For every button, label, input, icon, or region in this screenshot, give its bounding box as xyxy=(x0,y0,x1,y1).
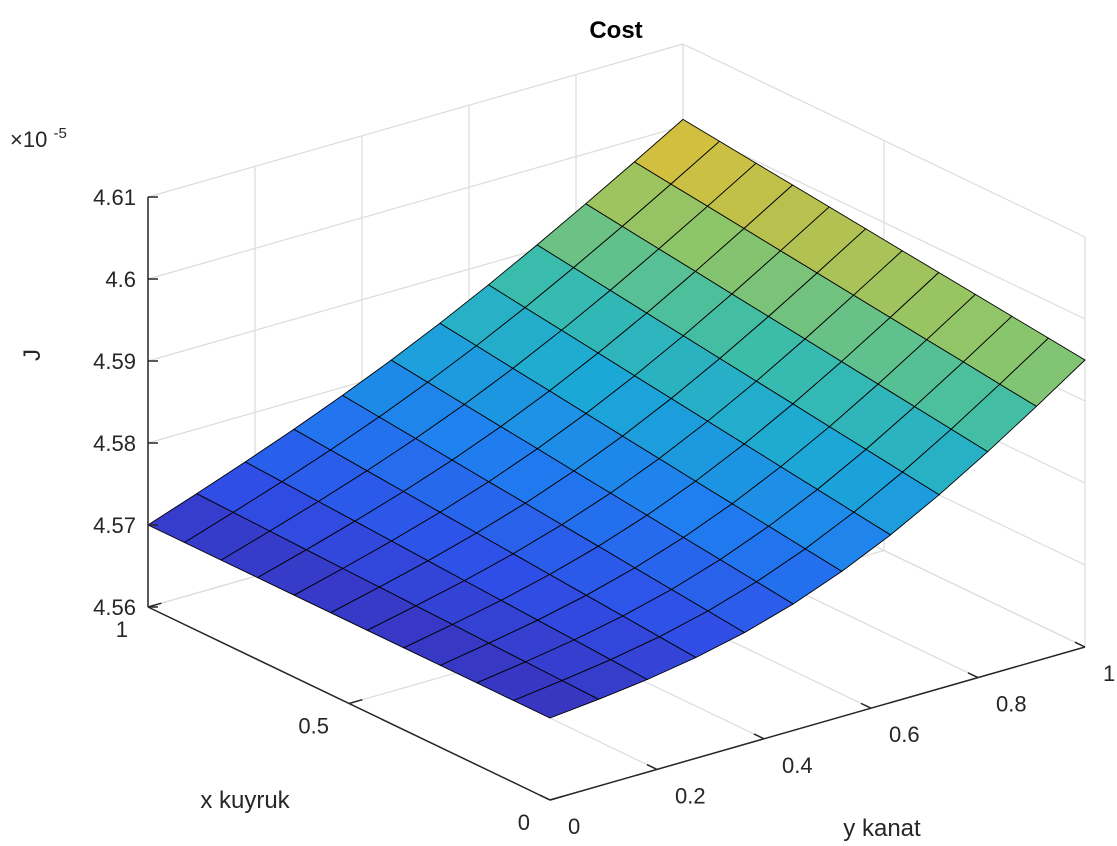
y-axis-line xyxy=(549,646,1086,801)
right-wall-grid-line xyxy=(682,43,1086,238)
z-tick-label: 4.59 xyxy=(93,349,136,374)
z-tick-label: 4.58 xyxy=(93,431,136,456)
left-wall-grid-line xyxy=(147,43,684,198)
x-tick-label: 1 xyxy=(116,617,128,642)
right-wall-grid-line xyxy=(682,125,1086,320)
z-tick-label: 4.57 xyxy=(93,513,136,538)
y-axis-title: y kanat xyxy=(843,815,921,842)
y-tick-mark xyxy=(646,763,658,771)
y-tick-mark xyxy=(860,702,872,709)
left-wall-grid-line xyxy=(147,125,684,280)
surface-layer xyxy=(147,118,1086,719)
surface-cell xyxy=(513,680,600,719)
y-tick-label: 1 xyxy=(1103,661,1115,686)
x-tick-label: 0.5 xyxy=(298,714,329,739)
z-tick-label: 4.56 xyxy=(93,595,136,620)
y-tick-mark xyxy=(967,672,979,679)
y-tick-label: 0.6 xyxy=(889,722,920,747)
y-tick-label: 0 xyxy=(568,814,580,839)
y-tick-label: 0.4 xyxy=(782,753,813,778)
x-tick-mark xyxy=(348,698,363,705)
z-tick-label: 4.61 xyxy=(93,185,136,210)
y-tick-mark xyxy=(753,733,765,740)
chart-title: Cost xyxy=(589,17,642,44)
label-layer: Cost J x kuyruk y kanat ×10 -5 xyxy=(10,17,921,842)
y-tick-mark xyxy=(1074,641,1086,648)
axis-layer: 00.5100.20.40.60.814.564.574.584.594.64.… xyxy=(93,185,1115,839)
z-tick-label: 4.6 xyxy=(105,267,136,292)
x-tick-mark xyxy=(549,795,564,801)
y-tick-mark xyxy=(539,794,551,801)
z-exponent-label: ×10 -5 xyxy=(10,125,67,152)
x-axis-title: x kuyruk xyxy=(200,787,290,814)
y-tick-label: 0.2 xyxy=(675,783,706,808)
z-exponent-base: ×10 xyxy=(10,127,47,152)
z-exponent-power: -5 xyxy=(53,125,66,142)
z-axis-title: J xyxy=(19,349,46,361)
x-tick-label: 0 xyxy=(518,810,530,835)
y-tick-label: 0.8 xyxy=(996,692,1027,717)
